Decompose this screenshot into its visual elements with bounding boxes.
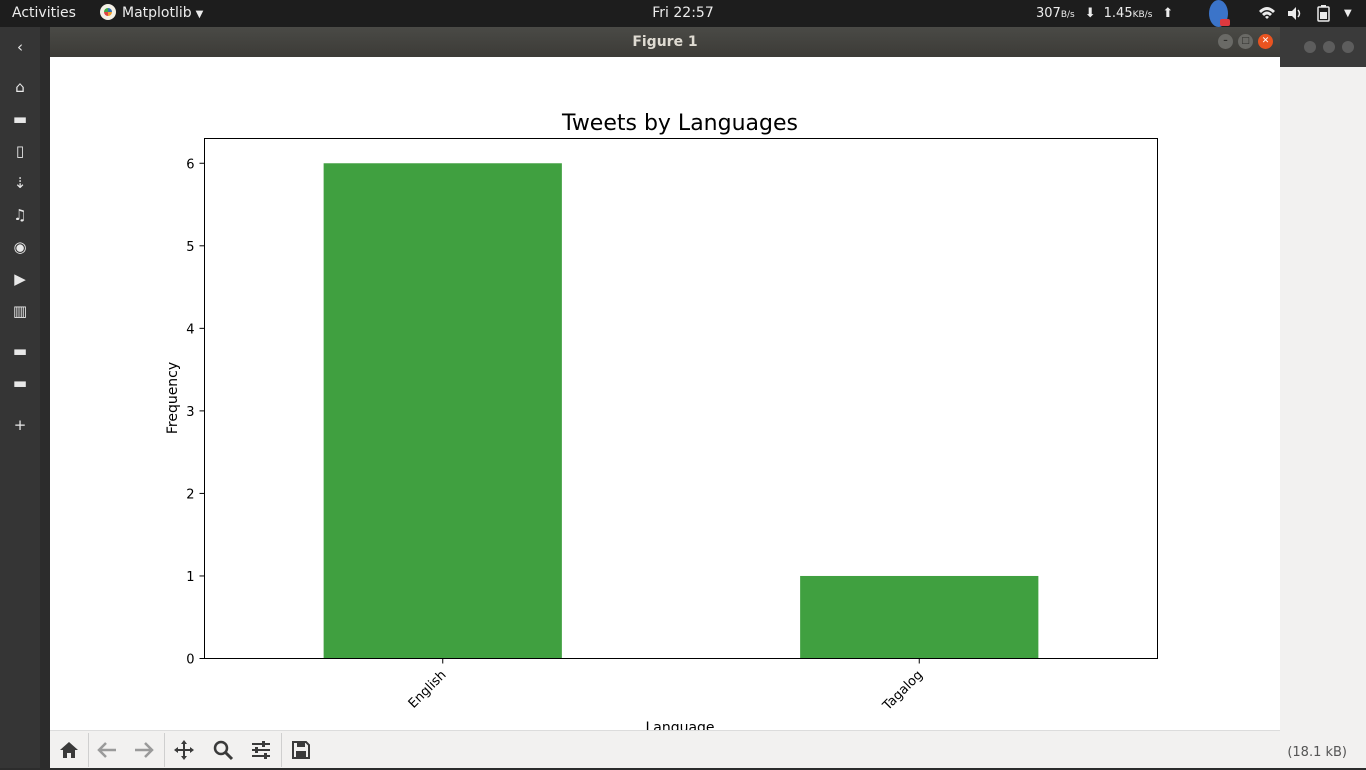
bar-chart: Tweets by Languages 0 1 2 3 4 5 6 English Tagal…	[165, 111, 1158, 736]
toolbar-separator	[88, 733, 89, 767]
music-icon[interactable]: ♫	[13, 206, 27, 224]
y-tick-label: 2	[186, 487, 194, 502]
clock[interactable]: Fri 22:57	[652, 5, 714, 21]
x-tick-label: Tagalog	[880, 668, 927, 715]
y-tick-label: 4	[186, 322, 194, 337]
net-down-value: 307	[1036, 6, 1061, 21]
wifi-icon[interactable]	[1258, 0, 1276, 27]
minimize-icon[interactable]: –	[1218, 34, 1233, 49]
net-up-value: 1.45	[1103, 6, 1133, 21]
system-menu-chevron-icon[interactable]: ▼	[1344, 8, 1352, 19]
bar-series	[323, 163, 1039, 659]
zoom-icon[interactable]	[208, 735, 238, 765]
close-icon[interactable]	[1342, 41, 1354, 53]
x-axis-label: Language	[645, 720, 714, 730]
y-tick-label: 1	[186, 570, 194, 585]
figure-canvas[interactable]: Tweets by Languages 0 1 2 3 4 5 6 English Tagal…	[50, 57, 1280, 736]
background-window[interactable]	[1280, 67, 1366, 768]
downloads-icon[interactable]: ⇣	[13, 174, 27, 192]
window-title: Figure 1	[632, 34, 698, 50]
y-axis: 0 1 2 3 4 5 6	[186, 157, 205, 668]
battery-icon[interactable]	[1316, 0, 1332, 27]
matplotlib-toolbar	[50, 730, 1280, 768]
tray-app-icon[interactable]	[1209, 0, 1230, 27]
folder-icon[interactable]: ▬	[12, 110, 28, 128]
activities-button[interactable]: Activities	[12, 5, 76, 21]
configure-subplots-icon[interactable]	[246, 735, 276, 765]
maximize-icon[interactable]	[1323, 41, 1335, 53]
y-axis-label: Frequency	[165, 362, 181, 434]
y-tick-label: 5	[186, 240, 194, 255]
arrow-down-icon: ⬇	[1084, 6, 1096, 21]
chart-title: Tweets by Languages	[561, 111, 798, 136]
minimize-icon[interactable]	[1304, 41, 1316, 53]
pan-icon[interactable]	[169, 735, 199, 765]
app-menu-label: Matplotlib	[122, 5, 192, 21]
app-menu[interactable]: Matplotlib ▼	[100, 0, 203, 27]
y-tick-label: 3	[186, 405, 194, 420]
matplotlib-app-icon	[100, 4, 116, 20]
folder-icon[interactable]: ▬	[12, 342, 28, 360]
back-arrow-icon[interactable]: ‹	[17, 38, 23, 56]
dock: ‹ ⌂ ▬ ▯ ⇣ ♫ ◉ ▶ ▥ ▬ ▬ +	[0, 27, 40, 768]
folder-icon[interactable]: ▬	[12, 374, 28, 392]
save-icon[interactable]	[286, 735, 316, 765]
net-down-unit: B/s	[1060, 10, 1075, 20]
toolbar-separator	[164, 733, 165, 767]
bar-english	[323, 163, 562, 659]
arrow-up-icon: ⬆	[1162, 6, 1174, 21]
camera-icon[interactable]: ◉	[13, 238, 27, 256]
home-folder-icon[interactable]: ⌂	[15, 78, 25, 96]
top-panel: Activities Matplotlib ▼ Fri 22:57 307B/s ⬇…	[0, 0, 1366, 27]
x-axis: English Tagalog	[406, 658, 927, 715]
file-size-status: (18.1 kB)	[1287, 745, 1347, 760]
bar-tagalog	[800, 575, 1039, 659]
window-titlebar[interactable]: Figure 1 – □ ✕	[50, 27, 1280, 57]
volume-icon[interactable]	[1286, 0, 1304, 27]
toolbar-separator	[281, 733, 282, 767]
y-tick-label: 0	[186, 653, 194, 668]
forward-icon[interactable]	[129, 735, 159, 765]
maximize-icon[interactable]: □	[1238, 34, 1253, 49]
close-icon[interactable]: ✕	[1258, 34, 1273, 49]
add-icon[interactable]: +	[13, 416, 27, 434]
y-tick-label: 6	[186, 157, 194, 172]
x-tick-label: English	[406, 668, 450, 712]
trash-icon[interactable]: ▥	[12, 302, 28, 320]
net-up-unit: KB/s	[1132, 10, 1153, 20]
figure-window: Figure 1 – □ ✕ Tweets by Languages 0 1 2 3 4…	[50, 27, 1280, 768]
home-icon[interactable]	[54, 735, 84, 765]
chevron-down-icon: ▼	[195, 9, 204, 20]
video-icon[interactable]: ▶	[14, 270, 26, 288]
background-window-header	[1280, 27, 1366, 67]
net-speed-indicator[interactable]: 307B/s ⬇ 1.45KB/s ⬆	[1036, 0, 1181, 27]
plot-frame	[204, 138, 1158, 659]
back-icon[interactable]	[92, 735, 122, 765]
document-icon[interactable]: ▯	[15, 142, 25, 160]
